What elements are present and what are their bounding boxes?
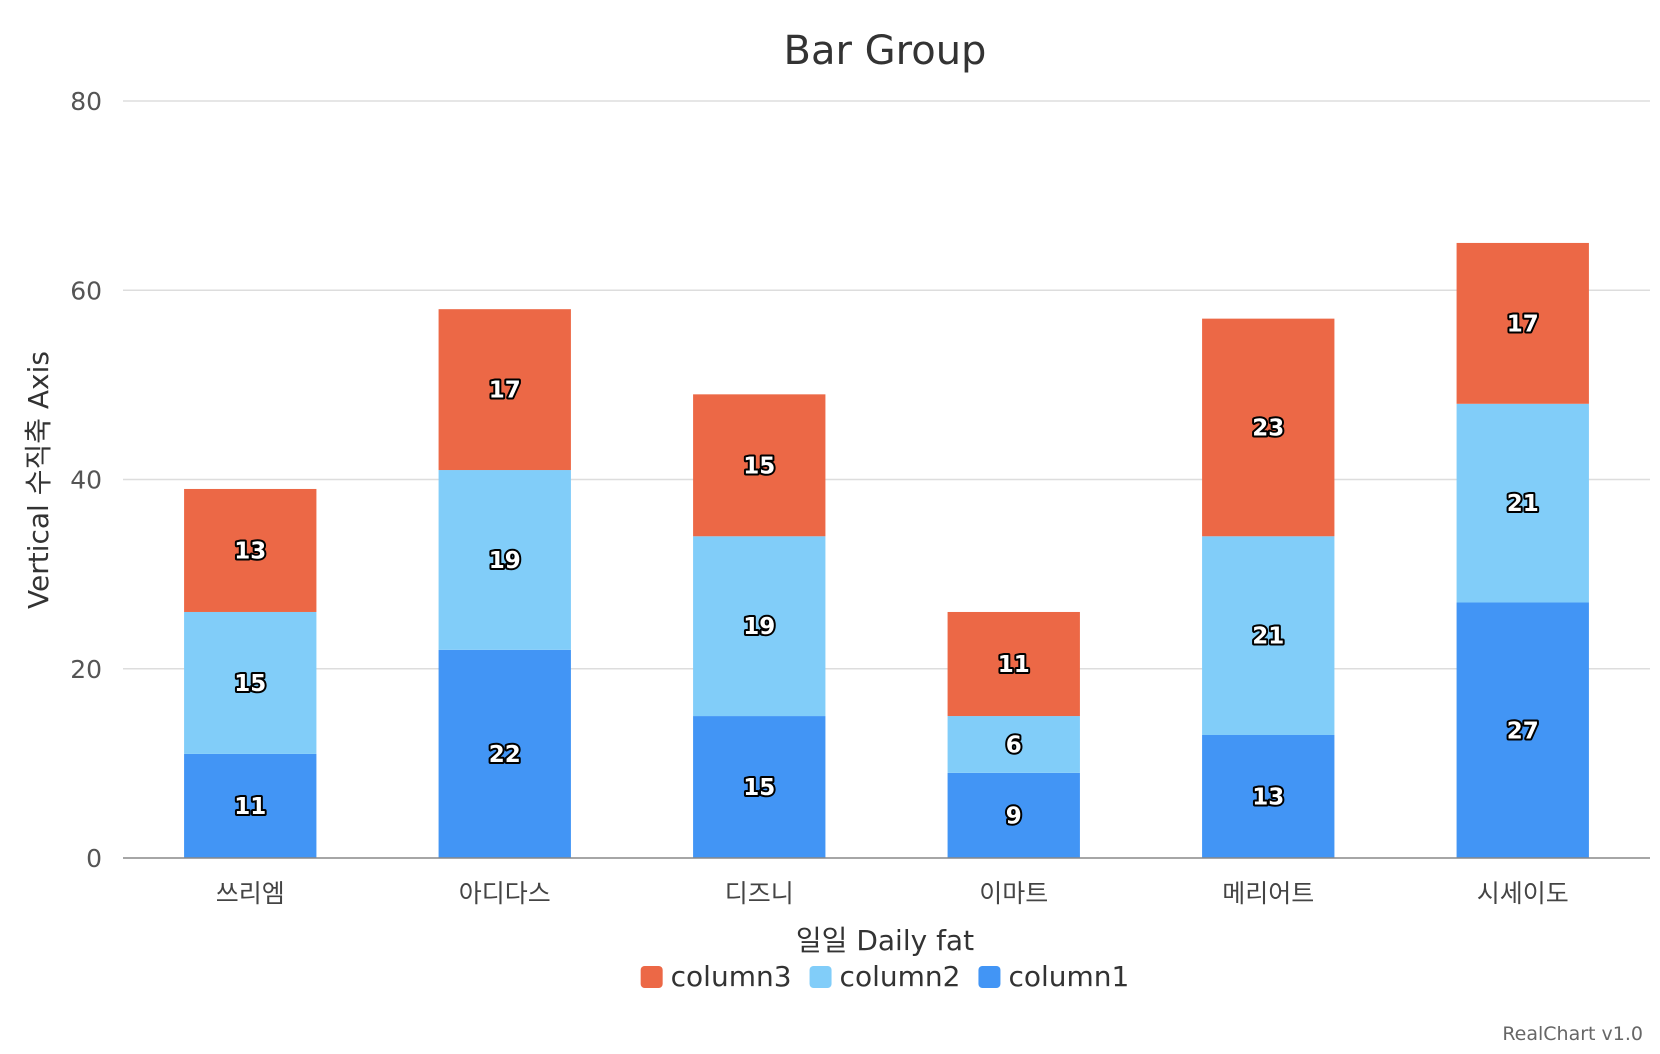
y-tick-label: 20 — [70, 655, 102, 684]
bar-column3-1[interactable] — [438, 309, 571, 471]
data-label-column3-2: 15 — [743, 453, 775, 479]
legend: column3 column2 column1 — [640, 960, 1129, 993]
data-label-column1-1: 22 — [489, 742, 521, 768]
legend-item-column1[interactable]: column1 — [978, 960, 1129, 993]
x-tick-label: 디즈니 — [725, 879, 794, 908]
data-label-column2-3: 6 — [1006, 732, 1022, 758]
y-tick-label: 0 — [86, 844, 102, 873]
data-label-column3-1: 17 — [489, 378, 521, 404]
y-tick-label: 80 — [70, 87, 102, 116]
bar-column1-3[interactable] — [947, 772, 1080, 858]
data-labels: 11 15 13 22 19 17 15 19 15 9 6 11 13 21 23 27 21 17 — [232, 309, 1541, 831]
x-tick-label: 시세이도 — [1477, 879, 1569, 908]
bar-column1-4[interactable] — [1202, 734, 1335, 858]
x-tick-label: 쓰리엠 — [216, 879, 285, 908]
credits-text[interactable]: RealChart v1.0 — [1502, 1023, 1643, 1045]
data-label-column1-4: 13 — [1252, 784, 1284, 810]
data-label-column2-4: 21 — [1252, 624, 1284, 650]
data-label-column1-5: 27 — [1507, 718, 1539, 744]
x-tick-label: 이마트 — [979, 879, 1048, 908]
y-tick-label: 60 — [70, 276, 102, 305]
data-label-column3-4: 23 — [1252, 415, 1284, 441]
bar-column3-5[interactable] — [1456, 242, 1589, 404]
x-tick-label: 아디다스 — [459, 879, 551, 908]
legend-swatch — [978, 966, 1001, 988]
data-label-column1-0: 11 — [234, 794, 266, 820]
bar-column2-1[interactable] — [438, 470, 571, 650]
bar-column3-3[interactable] — [947, 611, 1080, 717]
data-label-column2-2: 19 — [743, 614, 775, 640]
data-label-column2-5: 21 — [1507, 491, 1539, 517]
data-label-column2-1: 19 — [489, 548, 521, 574]
legend-label: column3 — [671, 960, 792, 993]
legend-label: column2 — [840, 960, 961, 993]
data-label-column3-3: 11 — [998, 652, 1030, 678]
bars — [184, 242, 1589, 858]
bar-column1-5[interactable] — [1456, 602, 1589, 858]
chart-title: Bar Group — [784, 28, 987, 74]
y-axis-title: Vertical 수직축 Axis — [22, 351, 55, 609]
x-tick-label: 메리어트 — [1222, 879, 1314, 908]
data-label-column3-5: 17 — [1507, 311, 1539, 337]
bar-column2-2[interactable] — [693, 536, 826, 717]
bar-column1-1[interactable] — [438, 649, 571, 858]
bar-column3-2[interactable] — [693, 394, 826, 537]
bar-column2-3[interactable] — [947, 716, 1080, 773]
legend-item-column3[interactable]: column3 — [640, 960, 792, 993]
bar-column3-4[interactable] — [1202, 318, 1335, 537]
x-axis: 쓰리엠 아디다스 디즈니 이마트 메리어트 시세이도 — [216, 879, 1569, 908]
data-label-column3-0: 13 — [234, 538, 266, 564]
bar-column2-4[interactable] — [1202, 536, 1335, 735]
legend-label: column1 — [1008, 960, 1129, 993]
bar-column1-0[interactable] — [184, 753, 317, 858]
y-axis: 0 20 40 60 80 — [70, 87, 1650, 873]
bar-column2-5[interactable] — [1456, 403, 1589, 603]
data-label-column2-0: 15 — [234, 671, 266, 697]
bar-column2-0[interactable] — [184, 611, 317, 754]
y-tick-label: 40 — [70, 466, 102, 495]
bar-column3-0[interactable] — [184, 488, 317, 612]
bar-column1-2[interactable] — [693, 716, 826, 858]
legend-item-column2[interactable]: column2 — [809, 960, 961, 993]
gridlines — [123, 100, 1650, 670]
x-axis-title: 일일 Daily fat — [796, 924, 974, 957]
legend-swatch — [809, 966, 832, 988]
data-label-column1-3: 9 — [1006, 803, 1022, 829]
data-label-column1-2: 15 — [743, 775, 775, 801]
legend-swatch — [640, 966, 663, 988]
